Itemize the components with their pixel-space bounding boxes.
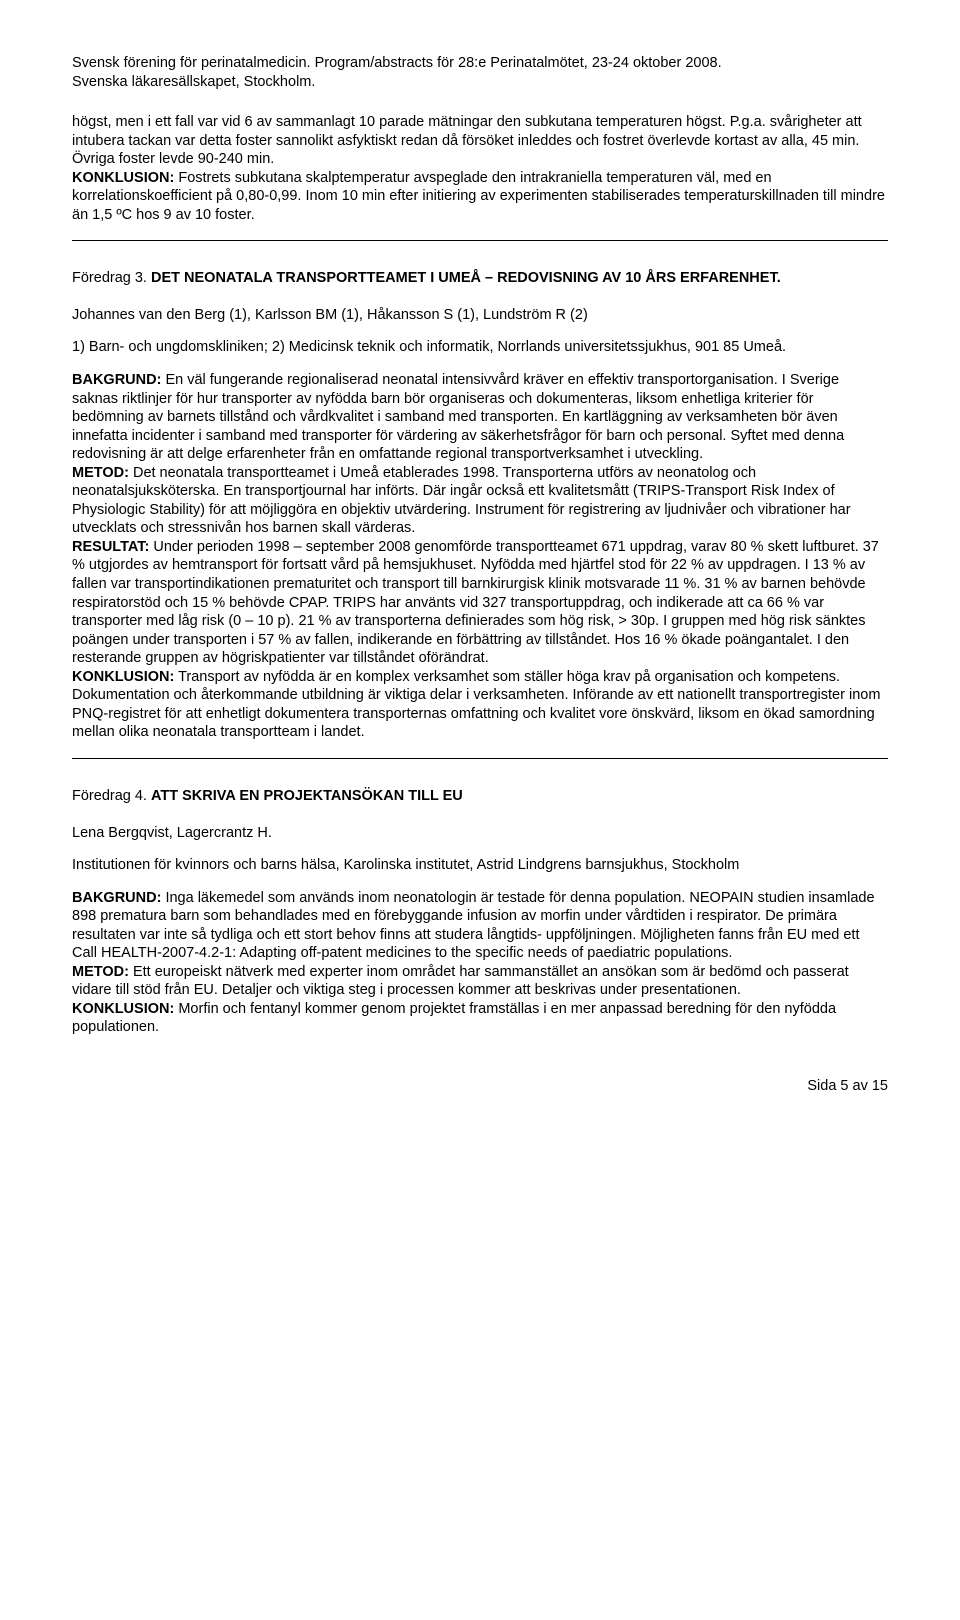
header-line2: Svenska läkaresällskapet, Stockholm. <box>72 74 315 90</box>
foredrag4-title-text: ATT SKRIVA EN PROJEKTANSÖKAN TILL EU <box>151 788 463 804</box>
metod-text: Ett europeiskt nätverk med experter inom… <box>72 964 849 999</box>
bakgrund-label: BAKGRUND: <box>72 890 161 906</box>
foredrag4-number: Föredrag 4. <box>72 788 151 804</box>
page-number: Sida 5 av 15 <box>807 1078 888 1094</box>
resultat-label: RESULTAT: <box>72 539 149 555</box>
konklusion-label: KONKLUSION: <box>72 1001 174 1017</box>
foredrag4-affiliation: Institutionen för kvinnors och barns häl… <box>72 856 888 875</box>
header-line1: Svensk förening för perinatalmedicin. Pr… <box>72 55 722 71</box>
foredrag3-title-text: DET NEONATALA TRANSPORTTEAMET I UMEÅ – R… <box>151 270 781 286</box>
konklusion-text: Transport av nyfödda är en komplex verks… <box>72 669 880 741</box>
document-header: Svensk förening för perinatalmedicin. Pr… <box>72 54 888 91</box>
bakgrund-text: En väl fungerande regionaliserad neonata… <box>72 372 844 462</box>
intro-konklusion-label: KONKLUSION: <box>72 170 174 186</box>
foredrag3-authors: Johannes van den Berg (1), Karlsson BM (… <box>72 306 888 325</box>
divider <box>72 240 888 241</box>
foredrag4-title: Föredrag 4. ATT SKRIVA EN PROJEKTANSÖKAN… <box>72 787 888 806</box>
foredrag4-authors: Lena Bergqvist, Lagercrantz H. <box>72 824 888 843</box>
bakgrund-text: Inga läkemedel som används inom neonatol… <box>72 890 875 962</box>
konklusion-text: Morfin och fentanyl kommer genom projekt… <box>72 1001 836 1036</box>
resultat-text: Under perioden 1998 – september 2008 gen… <box>72 539 879 666</box>
foredrag4-body: BAKGRUND: Inga läkemedel som används ino… <box>72 889 888 1037</box>
bakgrund-label: BAKGRUND: <box>72 372 161 388</box>
foredrag3-number: Föredrag 3. <box>72 270 151 286</box>
metod-text: Det neonatala transportteamet i Umeå eta… <box>72 465 851 537</box>
page-footer: Sida 5 av 15 <box>72 1077 888 1096</box>
konklusion-label: KONKLUSION: <box>72 669 174 685</box>
intro-text-a: högst, men i ett fall var vid 6 av samma… <box>72 114 862 167</box>
intro-text-b: Fostrets subkutana skalptemperatur avspe… <box>72 170 885 223</box>
foredrag3-body: BAKGRUND: En väl fungerande regionaliser… <box>72 371 888 742</box>
intro-paragraph: högst, men i ett fall var vid 6 av samma… <box>72 113 888 224</box>
foredrag3-title: Föredrag 3. DET NEONATALA TRANSPORTTEAME… <box>72 269 888 288</box>
metod-label: METOD: <box>72 465 129 481</box>
divider <box>72 758 888 759</box>
metod-label: METOD: <box>72 964 129 980</box>
foredrag3-affiliation: 1) Barn- och ungdomskliniken; 2) Medicin… <box>72 338 888 357</box>
